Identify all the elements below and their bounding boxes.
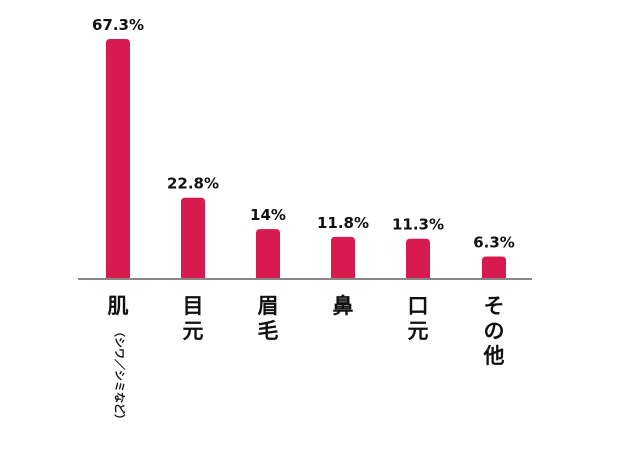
- tick-label-5-char-2: 元: [408, 319, 429, 343]
- tick-label-6-char-1: そ: [484, 294, 505, 318]
- tick-label-3-char-1: 眉: [258, 294, 279, 318]
- data-label-4: 11.8%: [317, 214, 369, 232]
- data-label-3: 14%: [250, 206, 286, 224]
- bar-1: [106, 39, 130, 279]
- bar-5: [406, 238, 430, 279]
- tick-label-1-char-1: 肌: [108, 294, 129, 318]
- tick-label-4-char-1: 鼻: [333, 294, 354, 318]
- data-label-2: 22.8%: [167, 175, 219, 193]
- tick-label-3-char-2: 毛: [258, 319, 279, 343]
- tick-label-6-char-3: 他: [483, 344, 505, 368]
- tick-label-5-char-1: 口: [408, 294, 429, 318]
- tick-label-2-char-1: 目: [183, 294, 204, 318]
- bar-4: [331, 236, 355, 279]
- bars-group: [106, 39, 506, 279]
- bar-2: [181, 197, 205, 279]
- data-label-1: 67.3%: [92, 16, 144, 34]
- value-labels-group: 67.3% 22.8% 14% 11.8% 11.3% 6.3%: [92, 16, 515, 252]
- bar-3: [256, 229, 280, 279]
- tick-sublabel-1: （シワ／シミなど）: [113, 326, 126, 425]
- tick-label-6-char-2: の: [484, 319, 505, 343]
- data-label-5: 11.3%: [392, 216, 444, 234]
- bar-6: [482, 256, 506, 279]
- tick-label-2-char-2: 元: [183, 319, 204, 343]
- data-label-6: 6.3%: [473, 234, 515, 252]
